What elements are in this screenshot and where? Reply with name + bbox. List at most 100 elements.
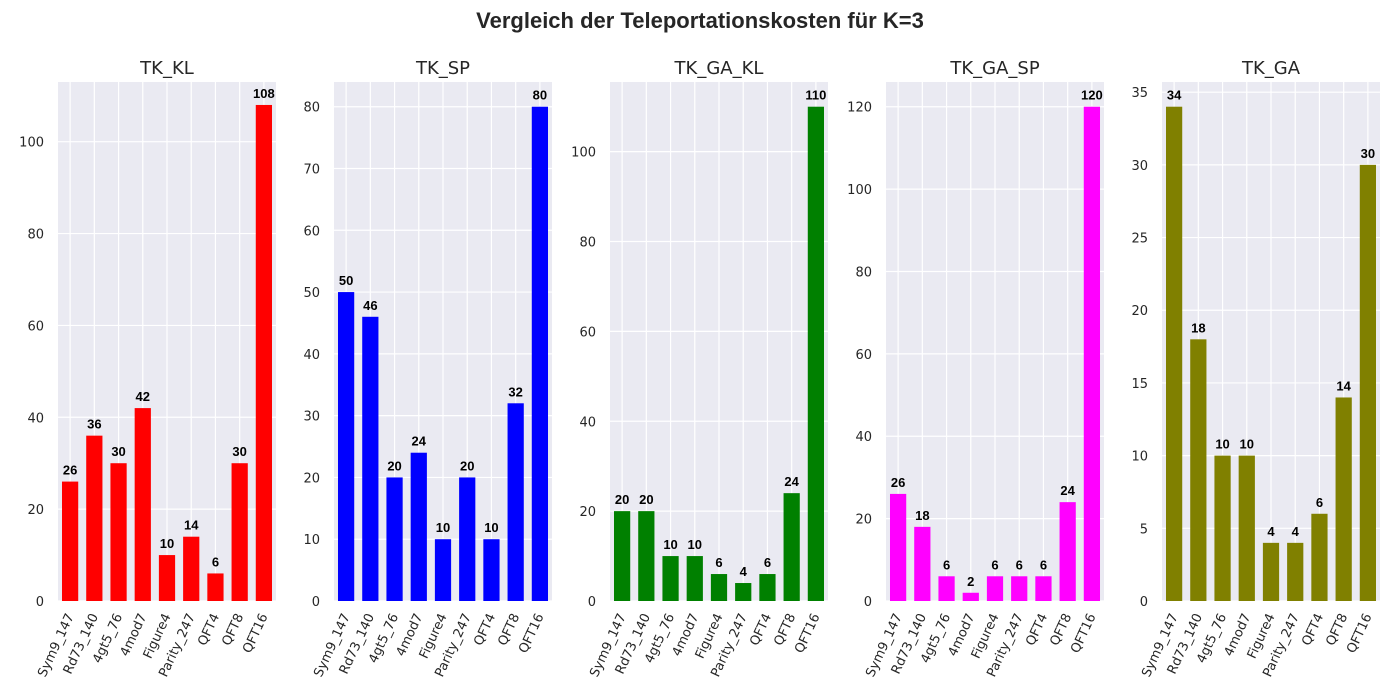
y-tick-label: 50 [303, 286, 320, 301]
y-tick-label: 10 [1131, 450, 1148, 465]
bar-figure4 [1262, 542, 1280, 601]
bar-qft4 [1035, 576, 1052, 601]
bar-sym9_147 [61, 481, 79, 601]
data-label: 14 [184, 518, 199, 533]
y-tick-label: 100 [571, 146, 596, 161]
bar-rd73_140 [638, 511, 655, 601]
bar-4gt5_76 [1214, 455, 1231, 601]
bar-qft4 [483, 539, 500, 601]
data-label: 30 [1361, 146, 1375, 161]
bar-qft16 [807, 106, 825, 601]
data-label: 10 [484, 520, 498, 535]
y-tick-label: 0 [588, 595, 596, 610]
y-tick-label: 60 [855, 348, 872, 363]
subplot-tk-sp: 0102030405060708050Sym9_14746Rd73_140204… [303, 58, 552, 680]
y-tick-label: 70 [303, 163, 320, 178]
data-label: 6 [715, 555, 722, 570]
data-label: 32 [508, 384, 522, 399]
data-label: 120 [1081, 88, 1103, 103]
bar-sym9_147 [613, 511, 631, 601]
y-tick-label: 80 [303, 101, 320, 116]
bar-parity_247 [1287, 542, 1304, 601]
data-label: 50 [339, 273, 353, 288]
bar-4mod7 [686, 556, 703, 601]
data-label: 6 [764, 555, 771, 570]
y-tick-label: 60 [579, 325, 596, 340]
y-tick-label: 40 [303, 348, 320, 363]
y-tick-label: 25 [1131, 232, 1148, 247]
y-tick-label: 35 [1131, 86, 1148, 101]
bar-4gt5_76 [110, 463, 127, 601]
data-label: 30 [111, 444, 125, 459]
y-tick-label: 40 [579, 415, 596, 430]
data-label: 20 [460, 458, 474, 473]
y-tick-label: 30 [1131, 159, 1148, 174]
data-label: 6 [1016, 557, 1023, 572]
y-tick-label: 60 [303, 224, 320, 239]
bar-qft4 [207, 573, 224, 601]
bar-rd73_140 [362, 316, 379, 601]
bar-qft16 [531, 106, 549, 601]
data-label: 6 [1316, 495, 1323, 510]
subplot-title: TK_KL [139, 58, 194, 79]
y-tick-label: 20 [303, 471, 320, 486]
data-label: 108 [253, 86, 275, 101]
subplot-tk-kl: 02040608010026Sym9_14736Rd73_140304gt5_7… [19, 58, 276, 680]
y-tick-label: 40 [855, 430, 872, 445]
data-label: 6 [991, 557, 998, 572]
bar-qft8 [783, 493, 800, 601]
y-tick-label: 20 [27, 503, 44, 518]
bar-qft8 [507, 403, 524, 601]
data-label: 14 [1336, 378, 1351, 393]
bar-parity_247 [183, 536, 200, 601]
y-tick-label: 80 [27, 228, 44, 243]
bar-rd73_140 [914, 526, 931, 601]
bar-figure4 [158, 555, 176, 601]
y-tick-label: 20 [579, 505, 596, 520]
data-label: 10 [1215, 437, 1229, 452]
data-label: 6 [1040, 557, 1047, 572]
bar-qft4 [1311, 513, 1328, 601]
data-label: 20 [615, 492, 629, 507]
data-label: 4 [740, 564, 748, 579]
y-tick-label: 15 [1131, 377, 1148, 392]
bar-rd73_140 [86, 435, 103, 601]
bar-rd73_140 [1190, 339, 1207, 601]
y-tick-label: 30 [303, 410, 320, 425]
bar-4gt5_76 [386, 477, 403, 601]
bar-parity_247 [735, 583, 752, 601]
y-tick-label: 10 [303, 533, 320, 548]
bar-qft16 [1083, 106, 1101, 601]
y-tick-label: 100 [847, 183, 872, 198]
y-tick-label: 20 [1131, 304, 1148, 319]
y-tick-label: 80 [855, 265, 872, 280]
bar-qft16 [1359, 164, 1377, 601]
y-tick-label: 0 [864, 595, 872, 610]
y-tick-label: 5 [1140, 522, 1148, 537]
data-label: 10 [663, 537, 677, 552]
data-label: 10 [160, 536, 174, 551]
data-label: 110 [805, 88, 826, 103]
bar-qft8 [1335, 397, 1352, 601]
subplot-tk-ga-kl: 02040608010020Sym9_14720Rd73_140104gt5_7… [571, 58, 828, 680]
data-label: 80 [533, 88, 547, 103]
data-label: 6 [943, 557, 950, 572]
figure-title: Vergleich der Teleportationskosten für K… [476, 8, 924, 33]
bar-sym9_147 [337, 292, 355, 601]
y-tick-label: 0 [1140, 595, 1148, 610]
data-label: 34 [1167, 88, 1182, 103]
y-tick-label: 100 [19, 136, 44, 151]
bar-4mod7 [1238, 455, 1255, 601]
data-label: 46 [363, 298, 377, 313]
subplot-tk-ga-sp: 02040608010012026Sym9_14718Rd73_14064gt5… [847, 58, 1104, 680]
bar-qft4 [759, 574, 776, 601]
data-label: 24 [1060, 483, 1075, 498]
data-label: 10 [1240, 437, 1254, 452]
data-label: 6 [212, 554, 219, 569]
bar-qft8 [231, 463, 248, 601]
y-tick-label: 120 [847, 101, 872, 116]
data-label: 30 [232, 444, 246, 459]
